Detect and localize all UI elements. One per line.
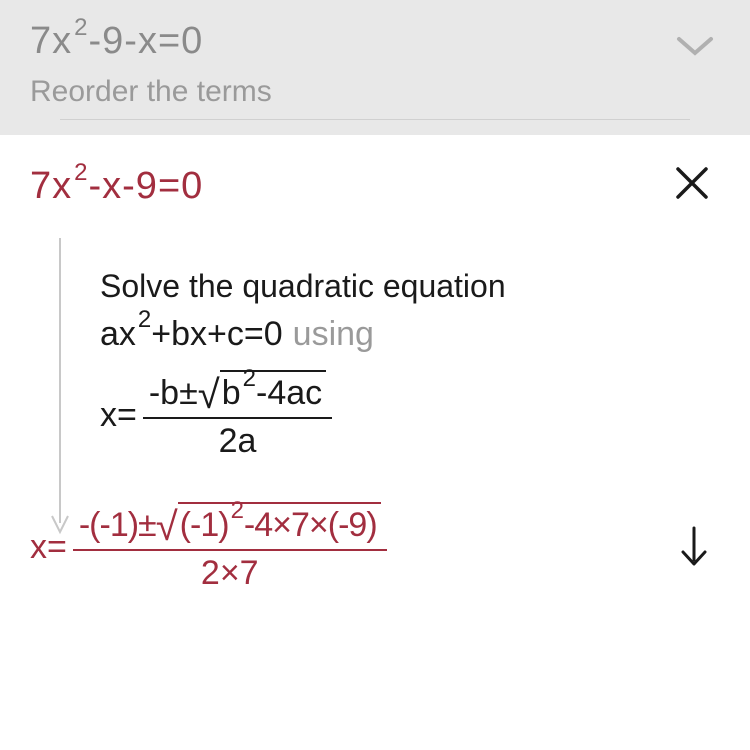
- sqrt-wrap: √ b 2 -4ac: [198, 369, 326, 414]
- using-word: using: [293, 315, 374, 354]
- substituted-formula: x= -(-1)± √ (-1) 2 -4×7×(-9) 2×7: [30, 501, 720, 593]
- minus-4ac: -4ac: [256, 374, 322, 413]
- current-step-section: 7 x 2 -x-9=0 Solve the quadratic equatio…: [0, 135, 750, 593]
- coef: 7: [30, 165, 52, 208]
- coef-a: a: [100, 315, 119, 354]
- explanation-row: Solve the quadratic equation a x 2 +bx+c…: [30, 238, 720, 461]
- neg-b-pm: -b±: [149, 374, 198, 413]
- numerator: -b± √ b 2 -4ac: [143, 369, 332, 419]
- result-fraction: -(-1)± √ (-1) 2 -4×7×(-9) 2×7: [73, 501, 387, 593]
- denominator: 2×7: [201, 551, 259, 593]
- sqrt-icon: √: [198, 373, 220, 418]
- general-form-equation: a x 2 +bx+c=0 using: [100, 315, 720, 354]
- quadratic-formula: x= -b± √ b 2 -4ac 2a: [100, 369, 720, 461]
- general-rest: +bx+c=0: [151, 315, 282, 354]
- minus-4ac-sub: -4×7×(-9): [244, 506, 377, 545]
- numerator: -(-1)± √ (-1) 2 -4×7×(-9): [73, 501, 387, 551]
- exponent: 2: [74, 159, 88, 187]
- explain-text-line1: Solve the quadratic equation: [100, 268, 720, 305]
- x-equals: x=: [100, 396, 137, 435]
- exponent: 2: [138, 306, 151, 334]
- denominator: 2a: [219, 419, 257, 461]
- step-instruction: Reorder the terms: [30, 75, 720, 109]
- step-arrow: [30, 238, 80, 461]
- radicand: (-1) 2 -4×7×(-9): [178, 502, 381, 545]
- sqrt-wrap: √ (-1) 2 -4×7×(-9): [156, 501, 381, 546]
- previous-equation: 7 x 2 -9-x=0: [30, 20, 720, 63]
- var-x: x: [52, 20, 72, 63]
- expand-chevron-icon[interactable]: [675, 35, 715, 64]
- previous-step-section: 7 x 2 -9-x=0 Reorder the terms: [0, 0, 750, 135]
- current-equation: 7 x 2 -x-9=0: [30, 165, 720, 208]
- neg1-squared-base: (-1): [180, 506, 229, 545]
- var-x: x: [119, 315, 136, 354]
- radicand: b 2 -4ac: [220, 370, 326, 413]
- equation-rest: -9-x=0: [89, 20, 204, 63]
- exponent: 2: [74, 14, 88, 42]
- close-icon[interactable]: [674, 165, 710, 206]
- exponent: 2: [243, 365, 256, 393]
- equation-rest: -x-9=0: [89, 165, 204, 208]
- coef: 7: [30, 20, 52, 63]
- section-divider: [60, 119, 690, 120]
- var-x: x: [52, 165, 72, 208]
- next-step-arrow-icon[interactable]: [678, 524, 710, 573]
- exponent: 2: [231, 497, 244, 525]
- formula-fraction: -b± √ b 2 -4ac 2a: [143, 369, 332, 461]
- explanation-block: Solve the quadratic equation a x 2 +bx+c…: [80, 238, 720, 461]
- neg-paren-b-pm: -(-1)±: [79, 506, 156, 545]
- x-equals: x=: [30, 528, 67, 567]
- sqrt-icon: √: [156, 505, 178, 550]
- b: b: [222, 374, 241, 413]
